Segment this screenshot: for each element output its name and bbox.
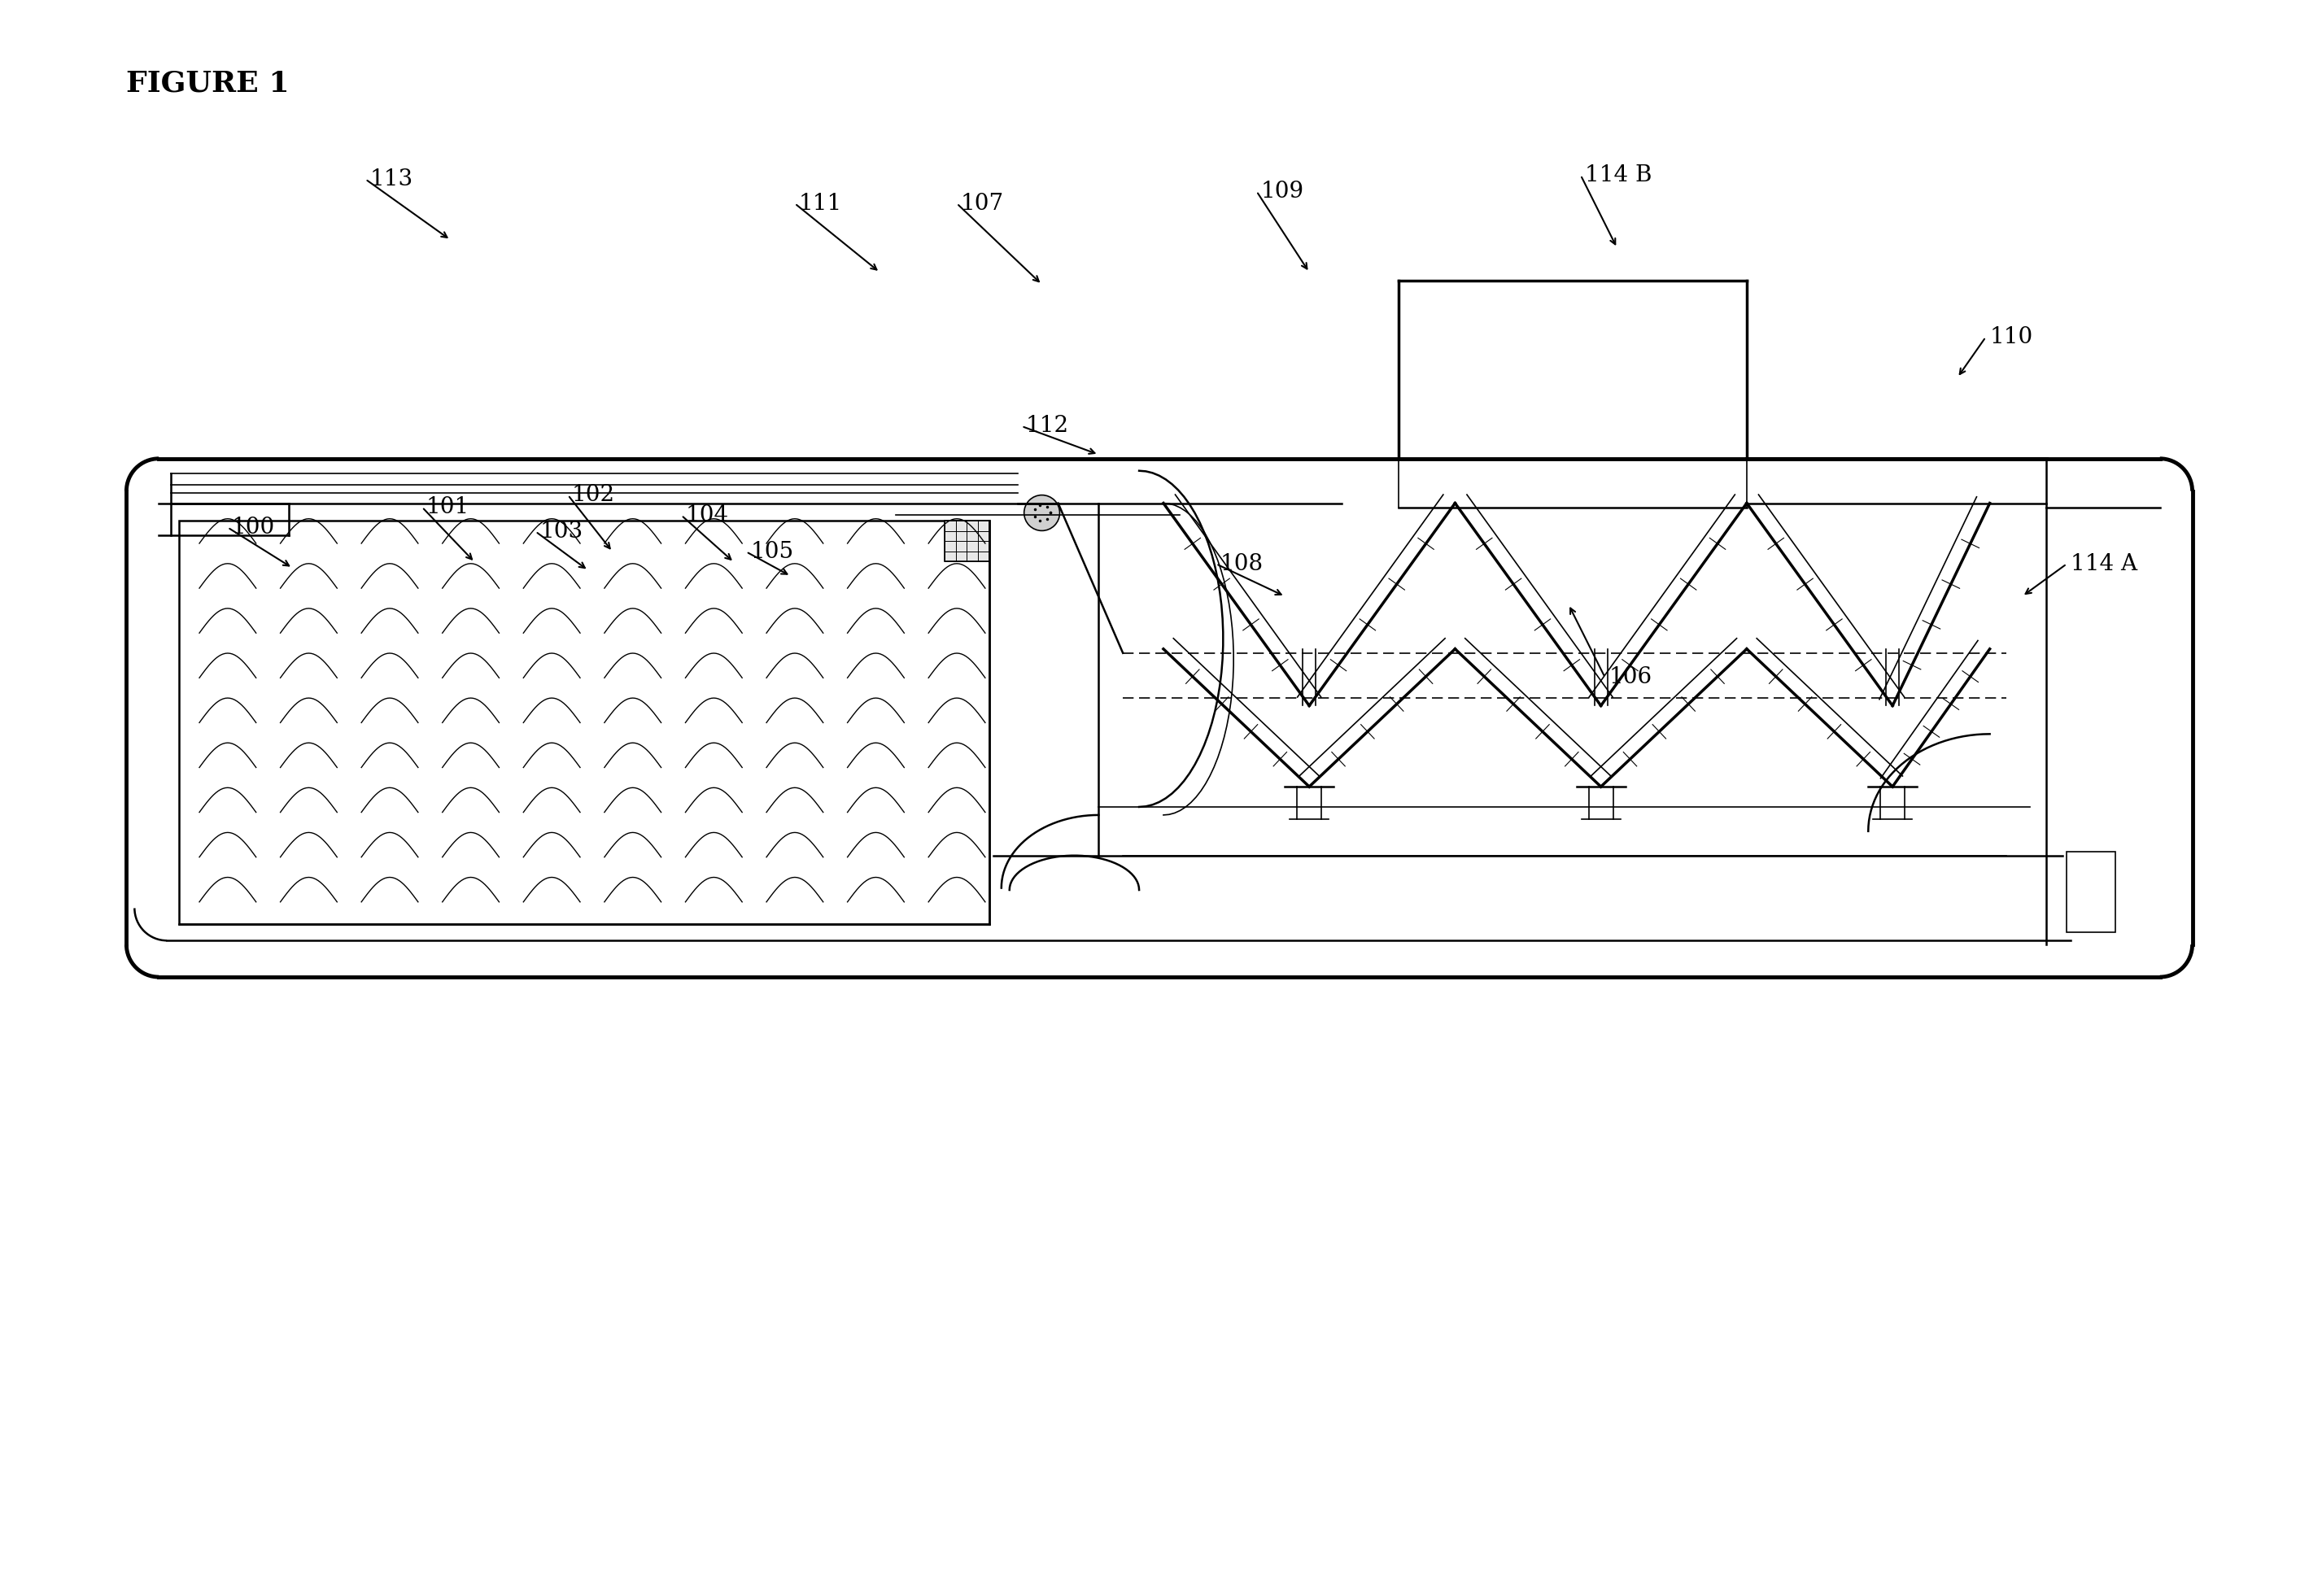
Bar bbox=[944, 520, 988, 562]
Text: 102: 102 bbox=[573, 484, 614, 506]
Text: 104: 104 bbox=[686, 504, 730, 527]
Text: 112: 112 bbox=[1025, 415, 1069, 437]
Text: 109: 109 bbox=[1261, 180, 1305, 203]
Text: 114 B: 114 B bbox=[1584, 164, 1651, 187]
Text: 111: 111 bbox=[799, 193, 843, 214]
Text: 106: 106 bbox=[1609, 666, 1653, 688]
Bar bbox=[2067, 851, 2115, 932]
Text: 103: 103 bbox=[540, 520, 582, 543]
Text: 105: 105 bbox=[750, 541, 794, 563]
Text: 108: 108 bbox=[1219, 552, 1263, 575]
Bar bbox=[180, 520, 988, 924]
Text: 113: 113 bbox=[369, 168, 413, 190]
Text: 101: 101 bbox=[427, 496, 469, 519]
Text: 100: 100 bbox=[231, 517, 275, 538]
Text: 114 A: 114 A bbox=[2071, 552, 2138, 575]
Text: 110: 110 bbox=[1990, 326, 2034, 348]
Text: 107: 107 bbox=[961, 193, 1004, 214]
Text: FIGURE 1: FIGURE 1 bbox=[127, 70, 289, 97]
Circle shape bbox=[1025, 495, 1060, 531]
